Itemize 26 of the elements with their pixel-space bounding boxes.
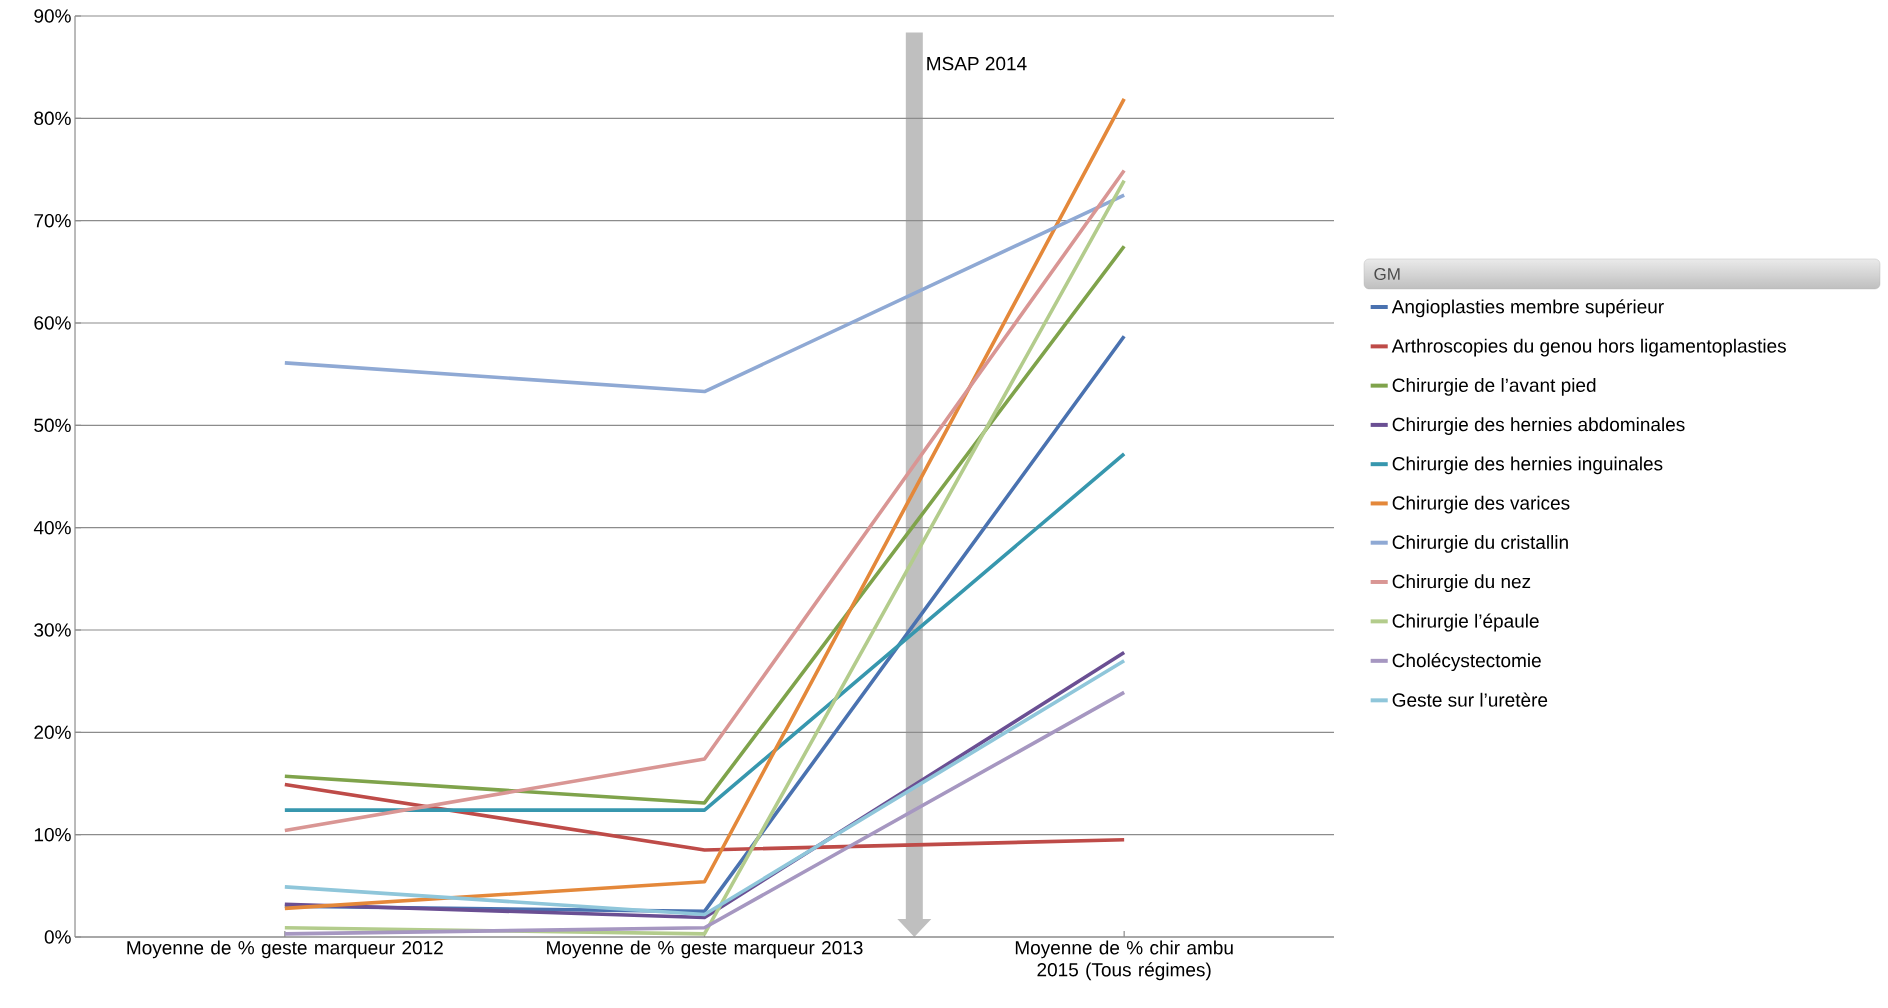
legend-label: Angioplasties membre supérieur	[1391, 299, 1664, 318]
y-tick-label: 40%	[33, 520, 71, 535]
legend-label: Chirurgie des hernies inguinales	[1392, 456, 1663, 475]
x-tick-label: Moyenne de % chir ambu 2015 (Tous régimes)	[1015, 940, 1233, 981]
legend-label: Geste sur l’uretère	[1392, 692, 1548, 707]
x-tick-label: Moyenne de % geste marqueur 2013	[547, 940, 863, 959]
y-tick-label: 90%	[34, 9, 71, 23]
y-tick-label: 70%	[34, 213, 71, 228]
legend-label: Chirurgie du nez	[1392, 574, 1531, 593]
y-tick-label: 30%	[34, 623, 71, 637]
y-tick-label: 20%	[34, 725, 71, 740]
legend-label: Chirurgie des varices	[1392, 495, 1570, 514]
y-tick-label: 60%	[34, 316, 71, 330]
legend-label: Chirurgie l’épaule	[1392, 613, 1539, 632]
legend-label: Arthroscopies du genou hors ligamentoplasties	[1391, 338, 1786, 357]
y-tick-label: 10%	[34, 827, 71, 842]
y-tick-label: 0%	[44, 930, 71, 944]
y-tick-label: 50%	[34, 418, 71, 433]
legend-label: Cholécystectomie	[1392, 653, 1541, 672]
legend-title: GM	[1374, 267, 1400, 281]
legend-label: Chirurgie des hernies abdominales	[1392, 417, 1685, 435]
legend-label: Chirurgie de l’avant pied	[1392, 378, 1596, 396]
legend-label: Chirurgie du cristallin	[1392, 535, 1568, 553]
x-tick-label: Moyenne de % geste marqueur 2012	[127, 940, 443, 959]
y-tick-label: 80%	[34, 111, 71, 126]
annotation: MSAP 2014	[927, 56, 1027, 71]
